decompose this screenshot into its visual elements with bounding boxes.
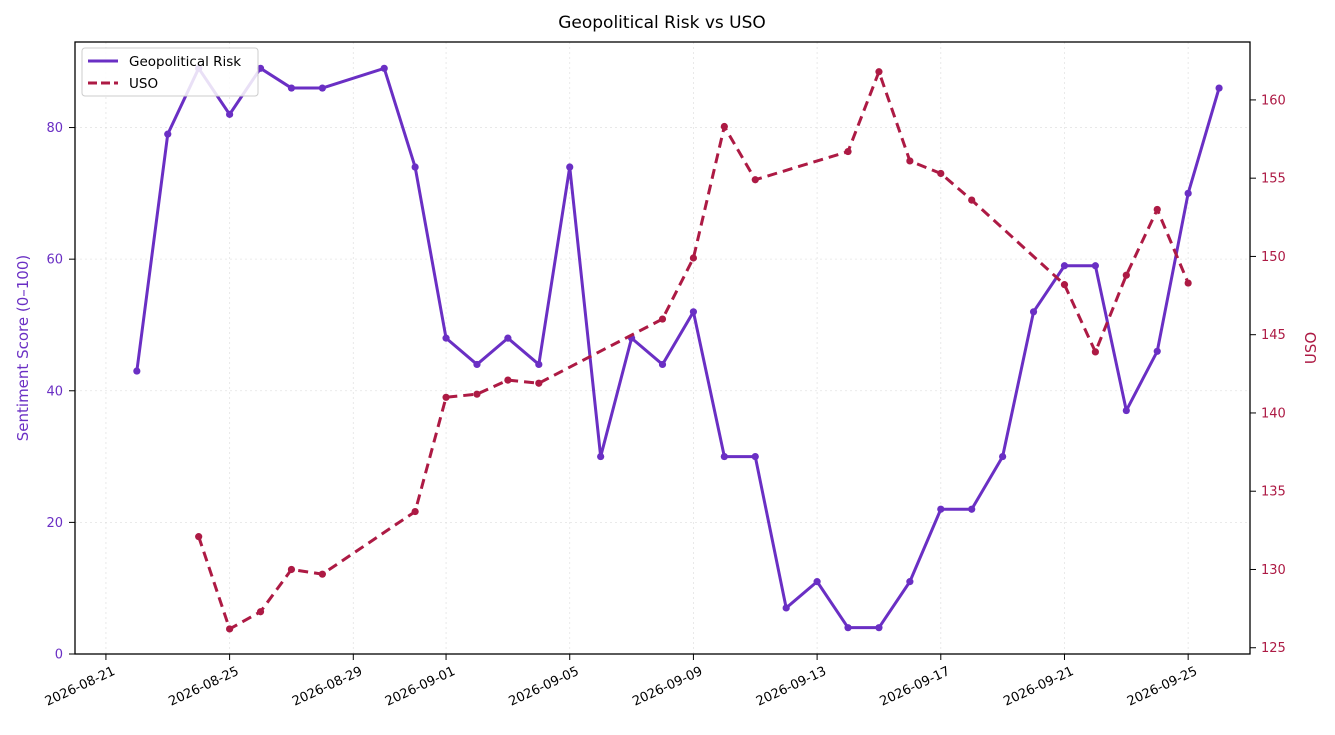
data-point-geopolitical-risk bbox=[1122, 406, 1130, 415]
data-point-geopolitical-risk bbox=[597, 452, 605, 461]
data-point-uso bbox=[473, 390, 481, 398]
data-point-uso bbox=[1060, 281, 1069, 289]
data-point-uso bbox=[1122, 271, 1130, 279]
data-point-uso bbox=[318, 570, 326, 578]
data-point-uso bbox=[875, 68, 883, 76]
data-point-geopolitical-risk bbox=[1215, 84, 1223, 92]
data-point-geopolitical-risk bbox=[968, 505, 976, 513]
series-line-uso bbox=[197, 70, 1190, 631]
data-point-uso bbox=[751, 176, 759, 184]
data-point-uso bbox=[287, 565, 296, 574]
data-point-geopolitical-risk bbox=[133, 367, 141, 375]
x-tick-label: 2026-08-21 bbox=[43, 664, 118, 710]
data-point-geopolitical-risk bbox=[751, 452, 759, 461]
data-point-uso bbox=[720, 122, 728, 131]
data-point-uso bbox=[689, 254, 698, 262]
data-point-uso bbox=[504, 376, 512, 384]
data-point-geopolitical-risk bbox=[813, 578, 821, 586]
data-point-geopolitical-risk bbox=[937, 505, 945, 513]
data-point-geopolitical-risk bbox=[1029, 308, 1038, 316]
y-left-tick-label: 20 bbox=[46, 516, 63, 531]
series-layer bbox=[133, 64, 1223, 633]
x-tick-label: 2026-09-25 bbox=[1125, 664, 1200, 710]
data-point-uso bbox=[195, 533, 203, 541]
data-point-geopolitical-risk bbox=[906, 578, 914, 586]
data-point-geopolitical-risk bbox=[1153, 347, 1161, 355]
legend-label-uso: USO bbox=[129, 76, 158, 92]
legend-box bbox=[81, 47, 259, 97]
data-point-geopolitical-risk bbox=[318, 84, 326, 92]
data-point-geopolitical-risk bbox=[1060, 262, 1069, 270]
data-point-geopolitical-risk bbox=[535, 360, 543, 369]
x-tick-label: 2026-08-29 bbox=[290, 664, 365, 710]
y-axis-left: 0 20 40 60 80 bbox=[46, 121, 75, 663]
y-left-tick-label: 60 bbox=[46, 253, 63, 268]
data-point-geopolitical-risk bbox=[844, 624, 852, 632]
legend: Geopolitical Risk USO bbox=[81, 47, 259, 97]
data-point-uso bbox=[256, 608, 265, 616]
x-axis: 2026-08-21 2026-08-25 2026-08-29 2026-09-01… bbox=[43, 654, 1200, 710]
plot-frame bbox=[74, 41, 1251, 655]
data-point-geopolitical-risk bbox=[1184, 189, 1192, 197]
x-tick-label: 2026-09-01 bbox=[383, 664, 458, 710]
series-uso bbox=[195, 68, 1192, 633]
y-axis-left-label: Sentiment Score (0–100) bbox=[14, 255, 32, 441]
y-right-tick-label: 130 bbox=[1261, 563, 1286, 578]
x-tick-label: 2026-09-09 bbox=[630, 664, 705, 710]
data-point-geopolitical-risk bbox=[999, 452, 1007, 461]
data-point-uso bbox=[1184, 279, 1192, 287]
data-point-geopolitical-risk bbox=[658, 360, 667, 369]
data-point-uso bbox=[1153, 205, 1161, 214]
data-point-uso bbox=[226, 625, 234, 633]
chart-title: Geopolitical Risk vs USO bbox=[558, 13, 766, 33]
data-point-uso bbox=[968, 196, 976, 204]
data-point-geopolitical-risk bbox=[689, 308, 698, 316]
y-axis-right-label: USO bbox=[1302, 332, 1320, 364]
data-point-geopolitical-risk bbox=[380, 64, 388, 72]
series-geopolitical-risk bbox=[133, 64, 1223, 632]
data-point-geopolitical-risk bbox=[720, 452, 728, 461]
x-tick-label: 2026-08-25 bbox=[166, 664, 241, 710]
y-left-tick-label: 40 bbox=[46, 384, 63, 399]
data-point-uso bbox=[658, 315, 667, 323]
x-tick-label: 2026-09-05 bbox=[507, 664, 582, 710]
grid bbox=[75, 42, 1250, 654]
y-right-tick-label: 155 bbox=[1261, 172, 1286, 187]
y-axis-right: 125 130 135 140 145 150 155 160 bbox=[1250, 93, 1286, 656]
data-point-geopolitical-risk bbox=[164, 130, 172, 138]
y-right-tick-label: 145 bbox=[1261, 328, 1286, 343]
data-point-geopolitical-risk bbox=[411, 163, 419, 171]
x-tick-label: 2026-09-21 bbox=[1001, 664, 1076, 710]
data-point-uso bbox=[844, 147, 852, 156]
y-right-tick-label: 125 bbox=[1261, 641, 1286, 656]
x-tick-label: 2026-09-13 bbox=[754, 664, 829, 710]
data-point-geopolitical-risk bbox=[875, 624, 883, 632]
data-point-geopolitical-risk bbox=[287, 84, 296, 92]
data-point-uso bbox=[411, 507, 419, 516]
data-point-uso bbox=[535, 379, 543, 387]
data-point-uso bbox=[1091, 348, 1099, 356]
data-point-geopolitical-risk bbox=[504, 334, 512, 342]
data-point-geopolitical-risk bbox=[566, 163, 574, 171]
y-left-tick-label: 0 bbox=[55, 648, 63, 663]
series-line-geopolitical-risk bbox=[135, 66, 1221, 630]
y-right-tick-label: 150 bbox=[1261, 250, 1286, 265]
y-right-tick-label: 140 bbox=[1261, 406, 1286, 421]
data-point-geopolitical-risk bbox=[442, 334, 450, 342]
legend-label-geopolitical-risk: Geopolitical Risk bbox=[129, 54, 241, 70]
y-right-tick-label: 160 bbox=[1261, 93, 1286, 108]
y-left-tick-label: 80 bbox=[46, 121, 63, 136]
x-tick-label: 2026-09-17 bbox=[878, 664, 953, 710]
data-point-uso bbox=[442, 393, 450, 401]
y-right-tick-label: 135 bbox=[1261, 485, 1286, 500]
data-point-geopolitical-risk bbox=[782, 604, 790, 612]
data-point-uso bbox=[937, 169, 945, 178]
data-point-geopolitical-risk bbox=[226, 110, 234, 118]
data-point-geopolitical-risk bbox=[473, 360, 481, 369]
data-point-geopolitical-risk bbox=[1091, 262, 1099, 270]
data-point-geopolitical-risk bbox=[256, 64, 265, 72]
data-point-uso bbox=[906, 157, 914, 165]
